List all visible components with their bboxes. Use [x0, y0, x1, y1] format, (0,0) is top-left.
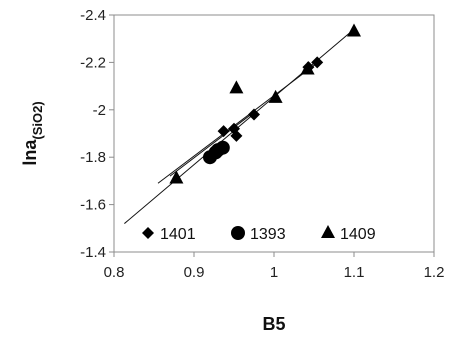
data-marks	[169, 23, 361, 184]
x-tick-label: 0.8	[104, 264, 125, 281]
data-point-diamond	[230, 129, 243, 142]
x-axis-title: B5	[262, 314, 285, 334]
trendlines	[124, 28, 355, 224]
data-point-circle	[215, 140, 230, 155]
data-point-triangle	[229, 80, 244, 94]
y-tick-label: -1.8	[80, 149, 106, 166]
trendline	[124, 28, 355, 224]
data-point-triangle	[347, 23, 361, 37]
y-tick-label: -1.4	[80, 244, 106, 261]
y-axis-title: lna(SiO2)	[20, 101, 45, 165]
plot-border	[113, 14, 435, 253]
x-tick-label: 0.9	[184, 264, 205, 281]
legend-label: 1409	[340, 226, 376, 243]
data-point-diamond	[248, 108, 260, 121]
y-tick-label: -2.2	[80, 54, 106, 71]
y-axis-title-subscript: (SiO2)	[30, 101, 45, 139]
x-tick-label: 1	[270, 264, 278, 281]
legend-label: 1393	[250, 226, 286, 243]
x-tick-label: 1.1	[344, 264, 365, 281]
legend-marker-triangle	[321, 224, 335, 238]
legend-label: 1401	[160, 226, 196, 243]
y-axis-title-main: lna	[20, 139, 40, 166]
y-tick-label: -1.6	[80, 197, 106, 214]
data-point-triangle	[300, 61, 315, 75]
data-point-triangle	[268, 89, 283, 103]
x-tick-label: 1.2	[424, 264, 445, 281]
legend: 1401 1393 1409	[142, 224, 376, 243]
trendline	[157, 62, 319, 184]
axis-ticks: 0.8 0.9 1 1.1 1.2 -2.4 -2.2 -2 -1.8 -1.6 -1.4	[80, 7, 444, 281]
legend-marker-diamond	[142, 227, 154, 239]
data-point-diamond	[311, 56, 324, 69]
plot-area	[113, 14, 435, 253]
y-tick-label: -2	[93, 102, 106, 119]
y-tick-label: -2.4	[80, 7, 106, 24]
data-point-diamond	[217, 125, 230, 138]
legend-marker-circle	[231, 226, 245, 240]
data-point-triangle	[169, 170, 184, 184]
trendline	[169, 111, 255, 177]
